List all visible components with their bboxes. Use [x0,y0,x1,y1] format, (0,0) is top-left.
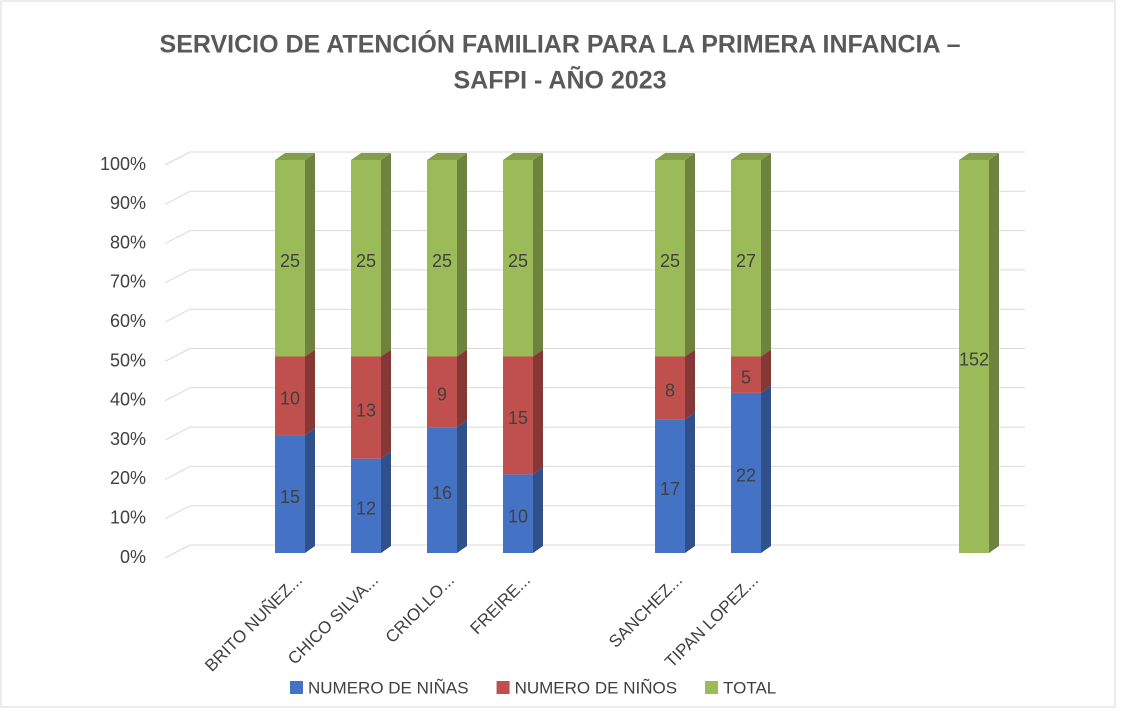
bar-segment [427,160,457,357]
chart-frame [0,0,1116,708]
bar-segment [351,458,381,553]
bar-segment [731,356,761,393]
data-label: 152 [959,349,989,369]
data-label: 25 [508,251,528,271]
bar-segment [731,160,761,357]
bar-segment [503,474,533,553]
legend-swatch [290,681,303,694]
data-label: 15 [280,487,300,507]
bar-side [305,153,315,357]
data-label: 8 [665,381,675,401]
data-label: 25 [356,251,376,271]
data-label: 16 [432,483,452,503]
grid-line [164,230,191,245]
bar-side [761,153,771,357]
grid-line [164,465,191,480]
bar-side [533,349,543,475]
grid-line [164,308,191,323]
bar-segment [427,427,457,553]
legend-swatch [496,681,510,694]
data-label: 22 [736,466,756,486]
bar-side [761,349,771,393]
bar-segment [275,160,305,357]
data-label: 10 [508,506,528,526]
bar-segment [427,356,457,428]
y-tick-label: 20% [110,468,146,488]
bar-side [381,451,391,553]
bar-segment [275,435,305,553]
data-label: 25 [280,251,300,271]
grid-line [164,426,191,441]
bar-side [457,420,467,553]
y-tick-label: 80% [110,232,146,252]
y-tick-label: 0% [120,547,146,567]
grid-line [164,505,191,520]
y-tick-label: 10% [110,507,146,527]
legend-label: TOTAL [723,678,776,697]
bar-side [533,467,543,553]
bar-side [685,412,695,553]
bar-segment [655,160,685,357]
bar-top [503,153,543,160]
bar-top [655,153,695,160]
bar-side [305,428,315,553]
y-tick-label: 30% [110,429,146,449]
bar-segment [959,160,989,553]
y-tick-label: 50% [110,350,146,370]
data-label: 12 [356,499,376,519]
bar-side [381,349,391,459]
bar-top [427,153,467,160]
data-label: 10 [280,389,300,409]
bar-segment [351,356,381,459]
data-label: 25 [432,251,452,271]
y-tick-label: 40% [110,390,146,410]
bar-segment [503,356,533,475]
data-label: 27 [736,251,756,271]
grid-line [164,387,191,402]
bar-side [533,153,543,357]
bar-top [351,153,391,160]
bar-side [305,349,315,436]
legend-swatch [705,681,719,694]
data-label: 17 [660,479,680,499]
y-tick-label: 70% [110,272,146,292]
data-label: 5 [741,367,751,387]
bar-segment [731,392,761,553]
bar-side [685,153,695,357]
legend-label: NUMERO DE NIÑAS [308,678,469,697]
legend-label: NUMERO DE NIÑOS [515,678,677,697]
y-tick-label: 60% [110,311,146,331]
bar-segment [351,160,381,357]
bar-top [959,153,999,160]
bar-side [989,153,999,553]
bar-side [685,349,695,420]
bar-side [381,153,391,357]
bar-side [457,153,467,357]
grid-line [164,269,191,284]
chart-title: SAFPI - AÑO 2023 [453,65,666,95]
grid-line [164,348,191,362]
grid-line [164,190,191,205]
data-label: 13 [356,400,376,420]
grid-line [164,544,191,559]
y-tick-label: 100% [100,154,146,174]
bar-segment [655,419,685,553]
chart-title: SERVICIO DE ATENCIÓN FAMILIAR PARA LA PR… [160,29,961,59]
bar-segment [503,160,533,357]
bar-side [457,349,467,428]
y-tick-label: 90% [110,193,146,213]
bar-side [761,385,771,553]
bar-top [275,153,315,160]
bar-top [731,153,771,160]
data-label: 25 [660,251,680,271]
data-label: 15 [508,408,528,428]
bar-segment [655,356,685,420]
bar-segment [275,356,305,436]
grid-line [164,151,191,166]
data-label: 9 [437,385,447,405]
